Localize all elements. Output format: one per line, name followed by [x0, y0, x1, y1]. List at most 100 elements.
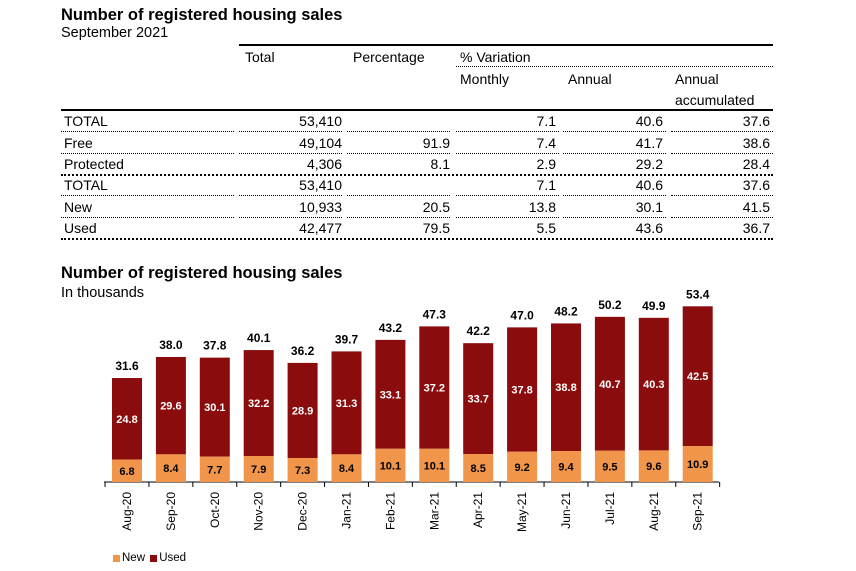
bar-new: [638, 450, 669, 482]
table-row-rule: [61, 195, 234, 196]
data-label-total: 53.4: [686, 287, 710, 301]
bar-used: [112, 378, 142, 460]
bar-new: [375, 448, 406, 482]
bar-new: [243, 456, 274, 482]
data-label-used: 30.1: [204, 402, 225, 414]
bar-used: [199, 357, 230, 457]
data-label-used: 32.2: [248, 398, 269, 410]
data-label-used: 28.9: [292, 405, 313, 417]
table-top-rule: [239, 44, 773, 46]
table-row-rule: [456, 195, 559, 196]
data-label-new: 10.9: [687, 459, 708, 471]
table-row-rule: [456, 153, 559, 154]
bar-new: [419, 448, 450, 482]
table-cell-monthly: 7.1: [536, 113, 556, 129]
table-cell-accumulated: 36.7: [742, 220, 770, 236]
table-row-rule: [563, 195, 666, 196]
bar-used: [638, 317, 669, 451]
table-row-rule: [671, 153, 773, 154]
table-cell-accumulated: 37.6: [742, 113, 770, 129]
data-label-new: 8.5: [471, 463, 486, 475]
bar-used: [243, 350, 274, 457]
data-label-new: 9.5: [602, 461, 617, 473]
data-label-new: 9.2: [514, 462, 529, 474]
data-label-total: 39.7: [335, 332, 359, 346]
table-cell-accumulated: 37.6: [742, 177, 770, 193]
table-group-rule: [61, 174, 773, 176]
data-label-total: 47.0: [510, 308, 534, 322]
legend-swatch-new: [113, 555, 120, 562]
table-cell-monthly: 2.9: [536, 156, 556, 172]
table-cell-total: 53,410: [299, 113, 342, 129]
data-label-new: 10.1: [380, 460, 401, 472]
table-cell-monthly: 13.8: [528, 199, 556, 215]
table-cell-annual: 41.7: [635, 135, 663, 151]
data-label-used: 29.6: [160, 401, 181, 413]
page-subtitle: September 2021: [61, 25, 169, 41]
col-header-annual: Annual: [568, 71, 612, 87]
bar-new: [112, 459, 142, 482]
data-label-total: 37.8: [203, 339, 227, 353]
bar-new: [199, 456, 230, 482]
table-cell-label: New: [64, 199, 93, 215]
table-row-rule: [347, 217, 450, 218]
col-header-percentage: Percentage: [353, 49, 425, 65]
table-cell-percentage: 20.5: [422, 199, 450, 215]
table-row-rule: [347, 153, 450, 154]
legend-swatch-used: [150, 555, 158, 562]
data-label-total: 31.6: [115, 359, 139, 373]
table-cell-annual: 43.6: [635, 220, 663, 236]
data-label-new: 9.6: [646, 461, 661, 473]
data-label-total: 40.1: [247, 331, 271, 345]
table-cell-total: 4,306: [306, 156, 342, 172]
x-tick-label: Jan-21: [340, 492, 354, 529]
data-label-new: 7.3: [295, 465, 310, 477]
bar-used: [375, 339, 406, 449]
table-cell-annual: 40.6: [635, 177, 663, 193]
table-cell-total: 10,933: [299, 199, 342, 215]
x-tick-label: Nov-20: [252, 492, 266, 531]
data-label-used: 33.7: [467, 394, 488, 406]
bar-used: [682, 306, 713, 447]
bar-used: [419, 326, 450, 449]
table-cell-annual: 29.2: [635, 156, 663, 172]
data-label-total: 48.2: [554, 304, 578, 318]
table-cell-label: Free: [64, 135, 93, 151]
table-cell-monthly: 7.4: [536, 135, 556, 151]
data-label-new: 8.4: [339, 463, 355, 475]
bar-used: [463, 343, 494, 455]
data-label-used: 31.3: [336, 398, 357, 410]
bar-new: [507, 451, 538, 482]
data-label-used: 40.7: [599, 379, 620, 391]
data-label-total: 50.2: [598, 298, 622, 312]
bar-new: [463, 454, 494, 482]
table-row-rule: [456, 131, 559, 132]
data-label-new: 10.1: [424, 460, 445, 472]
variation-rule: [456, 66, 773, 67]
bar-new: [331, 454, 362, 482]
x-tick-label: Sep-20: [164, 492, 178, 531]
table-row-rule: [61, 153, 234, 154]
data-label-new: 8.4: [163, 463, 179, 475]
legend-label-new: New: [122, 552, 146, 564]
data-label-new: 7.9: [251, 464, 266, 476]
data-label-used: 37.8: [511, 385, 532, 397]
table-cell-label: Protected: [64, 156, 124, 172]
table-cell-label: Used: [64, 220, 97, 236]
x-tick-label: Jun-21: [559, 492, 573, 529]
col-header-variation: % Variation: [460, 49, 531, 65]
col-header-monthly: Monthly: [460, 71, 510, 87]
table-cell-label: TOTAL: [64, 113, 108, 129]
table-row-rule: [239, 131, 342, 132]
table-row-rule: [239, 195, 342, 196]
page-title: Number of registered housing sales: [61, 6, 343, 24]
bar-new: [551, 451, 581, 482]
x-tick-label: Feb-21: [383, 492, 397, 530]
bar-used: [155, 356, 186, 455]
header-bottom-rule: [61, 109, 773, 111]
col-header-total: Total: [245, 49, 275, 65]
table-row-rule: [563, 217, 666, 218]
bar-used: [287, 362, 318, 458]
x-tick-label: Oct-20: [208, 492, 222, 528]
